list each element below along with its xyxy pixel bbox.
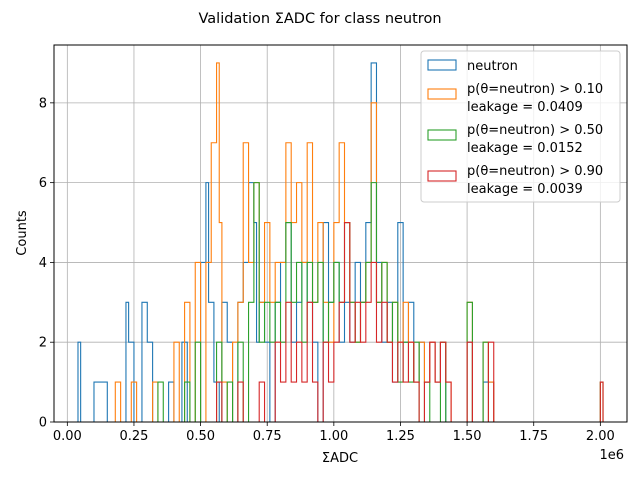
legend-label-3-1: leakage = 0.0039 [467, 182, 583, 197]
x-tick-label-2: 0.50 [186, 429, 215, 444]
legend-swatch-1 [427, 88, 457, 100]
legend-swatch-2 [427, 129, 457, 141]
x-axis-offset-label: 1e6 [599, 448, 624, 463]
y-tick-label-3: 6 [39, 176, 47, 191]
chart-title: Validation ΣADC for class neutron [198, 11, 441, 27]
legend-label-3-0: p(θ=neutron) > 0.90 [467, 164, 603, 179]
series-layer [77, 62, 604, 422]
series-step-3 [216, 221, 604, 422]
x-tick-label-8: 2.00 [586, 429, 615, 444]
y-tick-label-1: 2 [39, 336, 47, 351]
y-axis-label: Counts [15, 210, 30, 256]
legend: neutron p(θ=neutron) > 0.10 leakage = 0.04… [420, 50, 621, 203]
x-axis: 0.00 0.25 0.50 0.75 1.00 1.25 1.50 1.75 2.00 [53, 422, 615, 444]
x-tick-label-3: 0.75 [253, 429, 282, 444]
legend-frame [420, 50, 621, 203]
x-tick-label-0: 0.00 [53, 429, 82, 444]
x-tick-label-4: 1.00 [319, 429, 348, 444]
x-tick-label-7: 1.75 [519, 429, 548, 444]
legend-swatch-0 [427, 59, 457, 71]
legend-label-2-1: leakage = 0.0152 [467, 141, 583, 156]
y-tick-label-0: 0 [39, 416, 47, 431]
y-tick-label-2: 4 [39, 256, 47, 271]
x-axis-label: ΣADC [322, 451, 358, 466]
legend-swatch-3 [427, 170, 457, 182]
x-tick-label-5: 1.25 [386, 429, 415, 444]
legend-label-0-0: neutron [467, 59, 518, 74]
y-tick-label-4: 8 [39, 96, 47, 111]
x-tick-label-6: 1.50 [453, 429, 482, 444]
x-tick-label-1: 0.25 [119, 429, 148, 444]
legend-label-1-0: p(θ=neutron) > 0.10 [467, 82, 603, 97]
y-axis: 0 2 4 6 8 [39, 96, 54, 431]
plot-frame [53, 44, 628, 423]
legend-label-2-0: p(θ=neutron) > 0.50 [467, 123, 603, 138]
legend-label-1-1: leakage = 0.0409 [467, 100, 583, 115]
